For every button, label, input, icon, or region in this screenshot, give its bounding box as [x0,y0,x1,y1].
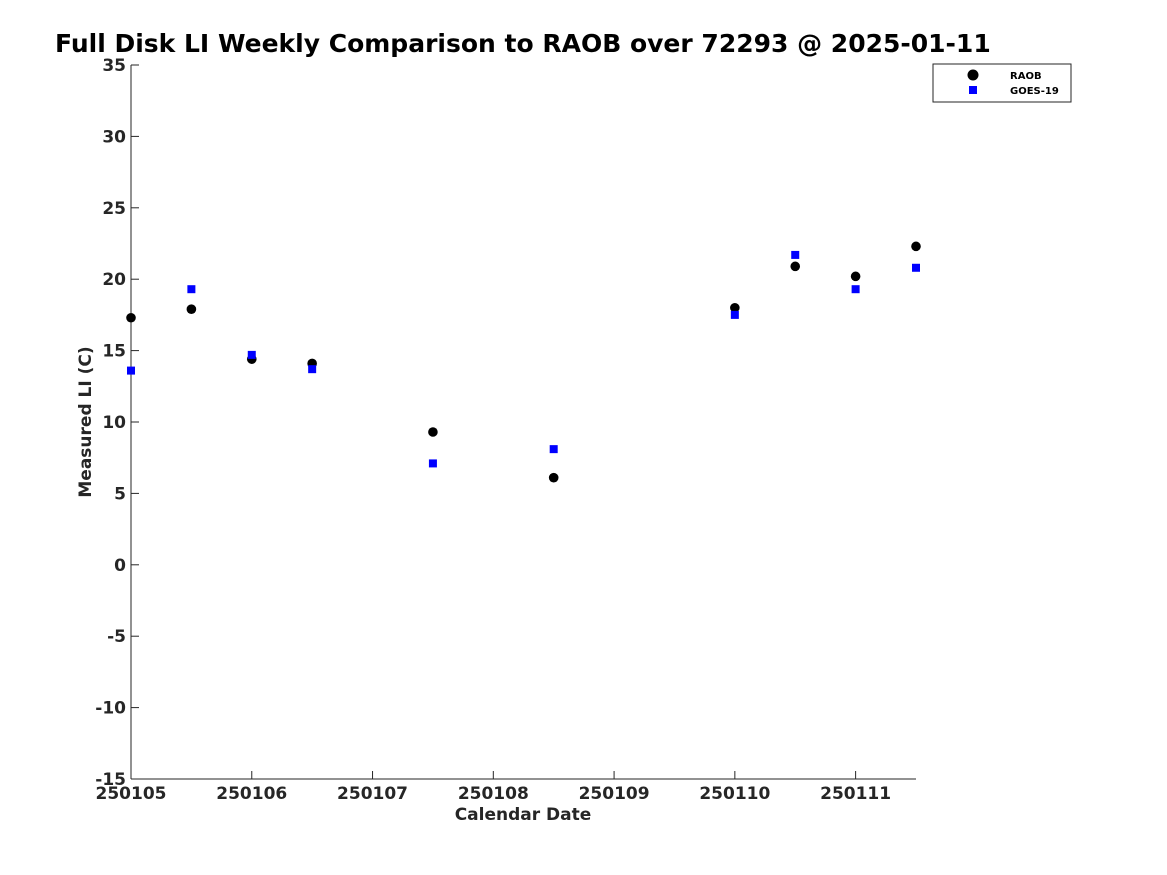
y-tick-label: 25 [102,199,126,219]
data-point-square [308,365,317,374]
plot-area: -15 -10 -5 0 5 10 15 20 25 30 35 250105 250106 250107… [95,56,921,804]
data-point-square [730,310,739,319]
data-point-circle [428,427,438,437]
data-point-circle [790,261,801,272]
data-point-circle [186,304,197,314]
y-tick-label: -10 [95,699,126,719]
y-tick-label: 35 [102,56,126,76]
y-tick-label: 15 [102,342,126,362]
x-tick-label: 250109 [579,784,650,804]
data-point-circle [911,241,921,252]
legend-marker-circle [967,69,979,81]
data-point-square [428,459,437,468]
y-tick-label: 20 [102,270,126,290]
data-point-circle [126,312,136,323]
legend-box [932,63,1072,103]
data-point-circle [850,271,861,282]
chart-title: Full Disk LI Weekly Comparison to RAOB o… [55,29,991,58]
x-tick-label: 250108 [458,784,529,804]
x-tick-label: 250105 [96,784,167,804]
data-point-square [851,285,860,294]
data-point-square [127,366,135,375]
data-point-square [549,445,558,454]
data-point-circle [730,302,740,313]
y-tick-label: 30 [102,127,126,147]
x-tick-label: 250107 [337,784,408,804]
legend-label: GOES-19 [1010,86,1059,97]
legend-marker-square [969,86,977,94]
y-tick-label: 10 [102,413,126,433]
series-raob [126,241,921,483]
y-axis-label: Measured LI (C) [76,346,96,497]
y-tick-label: -15 [95,770,126,790]
data-point-square [912,263,920,272]
legend-label: RAOB [1010,71,1042,82]
y-tick-label: 0 [114,556,126,576]
y-tick-label: -5 [107,627,126,647]
x-tick-label: 250106 [216,784,287,804]
x-tick-label: 250110 [699,784,770,804]
legend: RAOB GOES-19 [932,63,1072,103]
x-tick-label: 250111 [820,784,891,804]
x-axis-label: Calendar Date [455,805,592,825]
y-tick-label: 5 [114,484,126,504]
series-goes-19 [127,250,920,468]
data-point-square [247,350,256,359]
data-point-square [791,250,800,259]
data-point-square [187,285,196,294]
data-point-circle [548,472,559,483]
